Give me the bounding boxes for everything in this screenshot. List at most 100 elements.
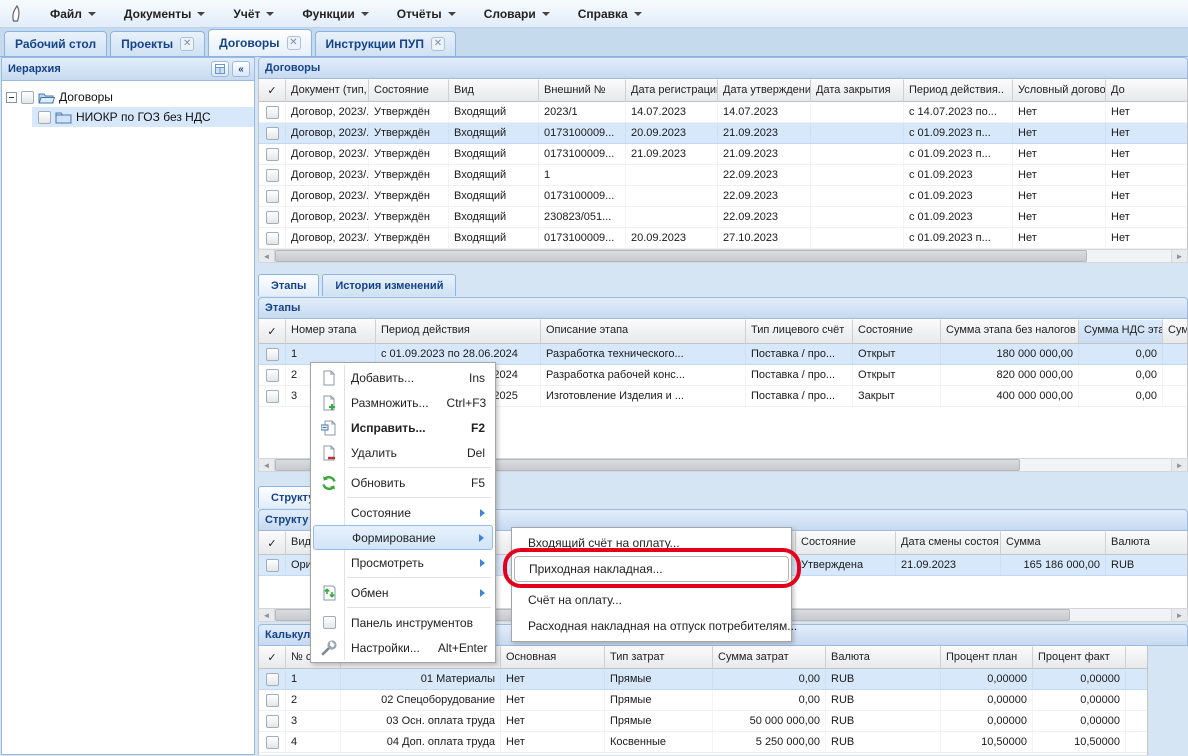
row-checkbox[interactable] [259, 669, 286, 689]
row-checkbox[interactable] [259, 555, 286, 575]
tree-node-contracts[interactable]: Договоры [2, 87, 254, 107]
menu-item-formation[interactable]: Формирование [313, 525, 493, 550]
contracts-hscrollbar[interactable]: ◄ ► [258, 249, 1188, 263]
table-row[interactable]: Договор, 2023/... Утверждён Входящий 230823… [259, 207, 1187, 228]
row-checkbox[interactable] [259, 690, 286, 710]
submenu-item-incoming-invoice[interactable]: Входящий счёт на оплату... [528, 536, 680, 550]
tab-change-history[interactable]: История изменений [322, 274, 457, 296]
table-row[interactable]: 1 01 Материалы Нет Прямые 0,00 RUB 0,00000 0,00… [259, 669, 1147, 690]
menu-item-toolbar-toggle[interactable]: Панель инструментов [313, 610, 493, 635]
scroll-left-icon[interactable]: ◄ [259, 609, 275, 621]
submenu-item-payment-invoice[interactable]: Счёт на оплату... [528, 593, 622, 607]
tab-contracts[interactable]: Договоры ✕ [208, 29, 312, 56]
close-icon[interactable]: ✕ [180, 37, 195, 51]
column-header[interactable]: Период действия [376, 319, 541, 344]
submenu-item-outgoing-note[interactable]: Расходная накладная на отпуск потребител… [528, 619, 798, 633]
scroll-left-icon[interactable]: ◄ [259, 250, 275, 262]
menubar-item-reports[interactable]: Отчёты [383, 3, 468, 25]
column-header[interactable]: Сумма [1001, 531, 1106, 555]
table-row[interactable]: Договор, 2023/... Утверждён Входящий 017310… [259, 228, 1187, 249]
close-icon[interactable]: ✕ [286, 36, 301, 50]
table-row[interactable]: Договор, 2023/... Утверждён Входящий 1 22.09… [259, 165, 1187, 186]
menu-item-delete[interactable]: Удалить Del [313, 440, 493, 465]
column-header[interactable]: Процент факт [1033, 646, 1126, 669]
column-header[interactable]: Валюта [1106, 531, 1187, 555]
column-header[interactable]: Дата регистрации. [626, 79, 718, 102]
menu-item-view[interactable]: Просмотреть [313, 550, 493, 575]
row-checkbox[interactable] [259, 144, 286, 164]
menu-item-exchange[interactable]: Обмен [313, 580, 493, 605]
row-checkbox[interactable] [259, 123, 286, 143]
menu-item-edit[interactable]: Исправить... F2 [313, 415, 493, 440]
tree-node-niokr[interactable]: НИОКР по ГОЗ без НДС [32, 107, 254, 127]
tab-projects[interactable]: Проекты ✕ [110, 31, 206, 56]
menubar-item-dictionaries[interactable]: Словари [470, 3, 562, 25]
menubar-item-help[interactable]: Справка [564, 3, 654, 25]
column-header[interactable]: Тип затрат [605, 646, 713, 669]
row-checkbox[interactable] [259, 165, 286, 185]
tab-stages[interactable]: Этапы [258, 274, 320, 296]
scroll-right-icon[interactable]: ► [1171, 459, 1187, 471]
table-row[interactable]: Договор, 2023/... Утверждён Входящий 017310… [259, 144, 1187, 165]
row-checkbox[interactable] [259, 386, 286, 406]
column-header[interactable]: Документ (тип, № [286, 79, 369, 102]
column-header[interactable]: Условный договор [1013, 79, 1106, 102]
row-checkbox[interactable] [259, 228, 286, 248]
select-all-checkbox[interactable]: ✓ [259, 646, 286, 669]
table-row[interactable]: 4 04 Доп. оплата труда Нет Косвенные 5 250 0… [259, 732, 1147, 753]
collapse-node-icon[interactable] [6, 91, 17, 103]
submenu-item-receipt-note[interactable]: Приходная накладная... [514, 556, 789, 582]
column-header[interactable]: Номер этапа [286, 319, 376, 344]
column-header[interactable]: Дата смены состоя [896, 531, 1001, 555]
column-header[interactable]: Дата закрытия [811, 79, 904, 102]
columns-button[interactable] [211, 61, 229, 77]
column-header[interactable]: Сумма эт [1163, 319, 1187, 344]
row-checkbox[interactable] [259, 365, 286, 385]
menubar-item-functions[interactable]: Функции [288, 3, 380, 25]
menu-item-settings[interactable]: Настройки... Alt+Enter [313, 635, 493, 660]
scroll-thumb[interactable] [275, 250, 1087, 262]
collapse-panel-button[interactable]: « [232, 61, 250, 77]
menu-item-add[interactable]: Добавить... Ins [313, 365, 493, 390]
menu-item-state[interactable]: Состояние [313, 500, 493, 525]
column-header[interactable]: До [1106, 79, 1187, 102]
column-header[interactable]: Состояние [853, 319, 941, 344]
menu-item-duplicate[interactable]: Размножить... Ctrl+F3 [313, 390, 493, 415]
column-header[interactable]: Состояние [796, 531, 896, 555]
column-header[interactable]: Сумма затрат [713, 646, 826, 669]
select-all-checkbox[interactable]: ✓ [259, 79, 286, 102]
close-icon[interactable]: ✕ [430, 37, 445, 51]
table-row[interactable]: Договор, 2023/... Утверждён Входящий 017310… [259, 123, 1187, 144]
scroll-right-icon[interactable]: ► [1171, 609, 1187, 621]
column-header[interactable]: Период действия.. [904, 79, 1013, 102]
column-header[interactable]: Тип лицевого счёт [746, 319, 853, 344]
column-header[interactable] [1126, 646, 1147, 669]
column-header[interactable]: Основная [501, 646, 605, 669]
row-checkbox[interactable] [259, 102, 286, 122]
column-header[interactable]: Дата утверждения [718, 79, 811, 102]
row-checkbox[interactable] [259, 207, 286, 227]
column-header[interactable]: Сумма этапа без налогов [941, 319, 1079, 344]
menubar-item-accounting[interactable]: Учёт [219, 3, 286, 25]
column-header[interactable]: Внешний № [539, 79, 626, 102]
tree-checkbox[interactable] [38, 110, 51, 124]
menubar-item-file[interactable]: Файл [36, 3, 108, 25]
menubar-item-documents[interactable]: Документы [110, 3, 217, 25]
column-header[interactable]: Вид [449, 79, 539, 102]
column-header[interactable]: Процент план [941, 646, 1033, 669]
table-row[interactable]: 3 03 Осн. оплата труда Нет Прямые 50 000 000… [259, 711, 1147, 732]
table-row[interactable]: 2 02 Спецоборудование Нет Прямые 0,00 RUB 0,00… [259, 690, 1147, 711]
column-header[interactable]: Состояние [369, 79, 449, 102]
column-header[interactable]: Валюта [826, 646, 941, 669]
select-all-checkbox[interactable]: ✓ [259, 319, 286, 344]
row-checkbox[interactable] [259, 186, 286, 206]
table-row[interactable]: Договор, 2023/... Утверждён Входящий 2023/1… [259, 102, 1187, 123]
row-checkbox[interactable] [259, 711, 286, 731]
tab-pup-instructions[interactable]: Инструкции ПУП ✕ [314, 31, 456, 56]
column-header[interactable]: Описание этапа [541, 319, 746, 344]
scroll-left-icon[interactable]: ◄ [259, 459, 275, 471]
row-checkbox[interactable] [259, 344, 286, 364]
select-all-checkbox[interactable]: ✓ [259, 531, 286, 555]
row-checkbox[interactable] [259, 732, 286, 752]
